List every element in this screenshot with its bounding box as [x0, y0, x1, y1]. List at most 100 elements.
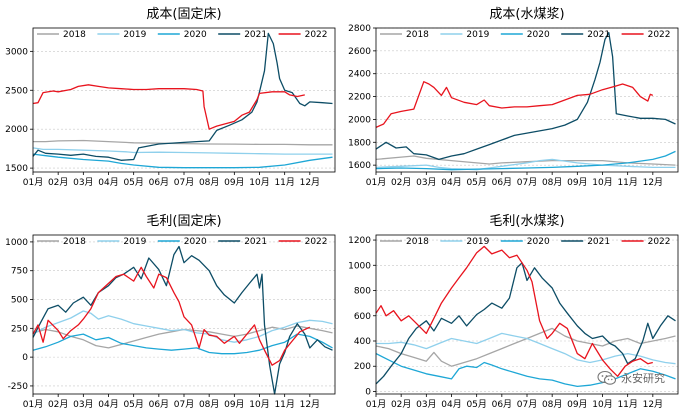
legend: 2018 2019 2020 2021 2022: [37, 30, 328, 40]
series-line-2019: [32, 310, 333, 343]
x-tick-label: 01月: [23, 399, 43, 410]
legend-label: 2022: [648, 30, 671, 40]
legend-label: 2020: [184, 30, 207, 40]
legend-label: 2020: [527, 30, 550, 40]
x-tick-label: 01月: [23, 177, 43, 188]
series-line-2022: [375, 245, 653, 377]
legend-label: 2018: [63, 30, 86, 40]
series-line-2019: [376, 332, 676, 365]
y-tick-label: 2000: [348, 115, 371, 125]
y-tick-label: 1000: [348, 261, 371, 271]
x-tick-label: 04月: [441, 399, 461, 410]
x-tick-label: 06月: [492, 177, 512, 188]
x-tick-label: 07月: [517, 177, 537, 188]
x-tick-label: 05月: [123, 399, 143, 410]
legend: 2018 2019 2020 2021 2022: [37, 237, 328, 247]
chart-title: 成本(水煤浆): [489, 7, 564, 22]
x-tick-label: 08月: [199, 177, 219, 188]
x-tick-label: 11月: [617, 177, 637, 188]
x-tick-label: 05月: [466, 399, 486, 410]
chart-title: 成本(固定床): [146, 7, 221, 22]
plot-frame: [32, 27, 336, 173]
series-line-2021: [375, 262, 676, 385]
y-tick-label: 2600: [348, 47, 371, 57]
x-tick-label: 05月: [123, 177, 143, 188]
x-tick-label: 01月: [366, 177, 386, 188]
legend-label: 2022: [648, 237, 671, 247]
series-line-2018: [375, 327, 676, 367]
y-tick-label: 250: [11, 324, 28, 334]
x-tick-label: 02月: [48, 177, 68, 188]
x-tick-label: 03月: [416, 399, 436, 410]
y-tick-label: -250: [8, 382, 29, 392]
x-tick-label: 10月: [592, 177, 612, 188]
x-tick-label: 02月: [48, 399, 68, 410]
x-tick-label: 11月: [274, 177, 294, 188]
y-tick-label: 1500: [5, 164, 28, 174]
x-tick-label: 09月: [567, 399, 587, 410]
y-tick-label: 2200: [348, 93, 371, 103]
x-tick-label: 08月: [199, 399, 219, 410]
y-tick-label: 1000: [5, 238, 28, 248]
series-line-2021: [32, 32, 333, 161]
y-tick-label: 2000: [5, 125, 28, 135]
legend-label: 2019: [466, 30, 489, 40]
wechat-icon: [597, 370, 617, 385]
x-tick-label: 03月: [73, 177, 93, 188]
legend-label: 2018: [406, 237, 429, 247]
x-tick-label: 03月: [73, 399, 93, 410]
x-tick-label: 04月: [98, 177, 118, 188]
legend: 2018 2019 2020 2021 2022: [380, 237, 671, 247]
legend-label: 2021: [244, 237, 267, 247]
legend-label: 2021: [587, 30, 610, 40]
series-line-2020: [375, 150, 676, 171]
y-tick-label: 600: [354, 312, 371, 322]
y-tick-label: 0: [22, 353, 28, 363]
legend-label: 2019: [466, 237, 489, 247]
x-tick-label: 05月: [466, 177, 486, 188]
chart-panel-4: 毛利(水煤浆) 0 200 400 600 800 1000 1200 01月 02月 03月 04月…: [348, 214, 679, 410]
legend-label: 2018: [63, 237, 86, 247]
legend-label: 2019: [123, 237, 146, 247]
series-line-2020: [375, 353, 676, 388]
plot-frame: [375, 234, 679, 395]
series-line-2021: [375, 31, 676, 161]
y-tick-label: 0: [365, 387, 371, 397]
y-tick-label: 1600: [348, 161, 371, 171]
x-tick-label: 02月: [391, 177, 411, 188]
x-tick-label: 06月: [492, 399, 512, 410]
y-tick-label: 1800: [348, 138, 371, 148]
x-tick-label: 02月: [391, 399, 411, 410]
series-line-2020: [32, 153, 333, 169]
legend-label: 2022: [305, 237, 328, 247]
series-line-2022: [375, 81, 654, 128]
x-tick-label: 10月: [592, 399, 612, 410]
series-line-2022: [32, 84, 305, 130]
series-line-2020: [32, 333, 333, 355]
y-tick-label: 2400: [348, 70, 371, 80]
chart-panel-3: 毛利(固定床) -250 0 250 500 750 1000 01月 02月 03月 04月 05月…: [5, 214, 336, 410]
legend-label: 2021: [587, 237, 610, 247]
chart-panel-2: 成本(水煤浆) 1600 1800 2000 2200 2400 2600 2800 01月 02…: [348, 7, 679, 188]
x-tick-label: 09月: [567, 177, 587, 188]
y-tick-label: 2500: [5, 86, 28, 96]
x-tick-label: 12月: [300, 177, 320, 188]
watermark-text: 永安研究: [621, 372, 665, 385]
x-tick-label: 07月: [517, 399, 537, 410]
x-tick-label: 04月: [98, 399, 118, 410]
chart-title: 毛利(水煤浆): [489, 214, 564, 229]
x-tick-label: 12月: [643, 177, 663, 188]
y-tick-label: 3000: [5, 47, 28, 57]
series-line-2022: [32, 266, 311, 366]
x-tick-label: 08月: [542, 399, 562, 410]
x-tick-label: 01月: [366, 399, 386, 410]
plot-frame: [375, 27, 679, 173]
x-tick-label: 09月: [224, 177, 244, 188]
x-tick-label: 10月: [249, 177, 269, 188]
y-tick-label: 2800: [348, 24, 371, 34]
legend-label: 2019: [123, 30, 146, 40]
x-tick-label: 12月: [300, 399, 320, 410]
x-tick-label: 11月: [617, 399, 637, 410]
legend: 2018 2019 2020 2021 2022: [380, 30, 671, 40]
x-tick-label: 08月: [542, 177, 562, 188]
